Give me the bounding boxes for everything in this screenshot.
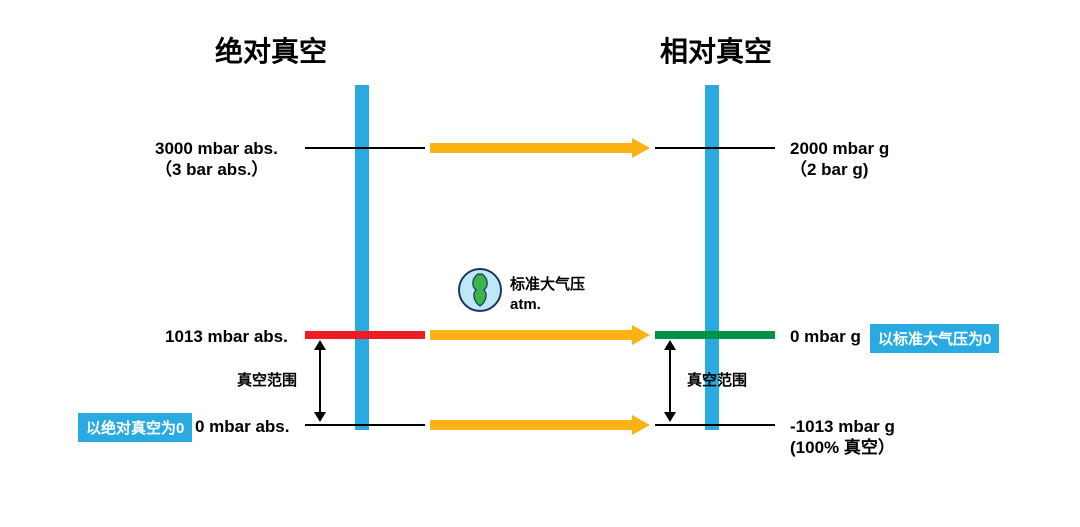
label-abs-1013: 1013 mbar abs. [165,326,288,347]
globe-icon [458,268,502,312]
left-reference-tag: 以绝对真空为0 [78,413,192,442]
center-note-l2: atm. [510,296,541,313]
label-rel-neg1013-l2: (100% 真空） [790,438,895,457]
label-rel-0: 0 mbar g [790,326,861,347]
tick-rel-2000 [655,147,775,149]
right-vacuum-range-label: 真空范围 [687,372,747,391]
label-rel-neg1013: -1013 mbar g (100% 真空） [790,416,895,459]
left-scale-bar [355,85,369,430]
right-reference-tag: 以标准大气压为0 [870,324,999,353]
tick-rel-neg1013 [655,424,775,426]
label-rel-2000: 2000 mbar g （2 bar g) [790,138,889,181]
label-rel-2000-l1: 2000 mbar g [790,139,889,158]
center-note: 标准大气压 atm. [510,275,585,314]
label-abs-3000-l2: （3 bar abs.） [155,160,268,179]
left-vacuum-range-label: 真空范围 [237,372,297,391]
tick-abs-3000 [305,147,425,149]
label-abs-0: 0 mbar abs. [195,416,290,437]
label-abs-1013-l1: 1013 mbar abs. [165,327,288,346]
title-absolute-vacuum: 绝对真空 [215,30,327,70]
center-note-l1: 标准大气压 [510,276,585,293]
tick-abs-1013 [305,331,425,339]
label-abs-0-l1: 0 mbar abs. [195,417,290,436]
label-rel-neg1013-l1: -1013 mbar g [790,417,895,436]
title-relative-vacuum: 相对真空 [660,30,772,70]
label-abs-3000-l1: 3000 mbar abs. [155,139,278,158]
tick-abs-0 [305,424,425,426]
label-abs-3000: 3000 mbar abs. （3 bar abs.） [155,138,278,181]
tick-rel-0 [655,331,775,339]
label-rel-2000-l2: （2 bar g) [790,160,868,179]
diagram-stage: 绝对真空 相对真空 3000 mbar abs. （3 bar abs.） 10… [0,0,1080,527]
label-rel-0-l1: 0 mbar g [790,327,861,346]
